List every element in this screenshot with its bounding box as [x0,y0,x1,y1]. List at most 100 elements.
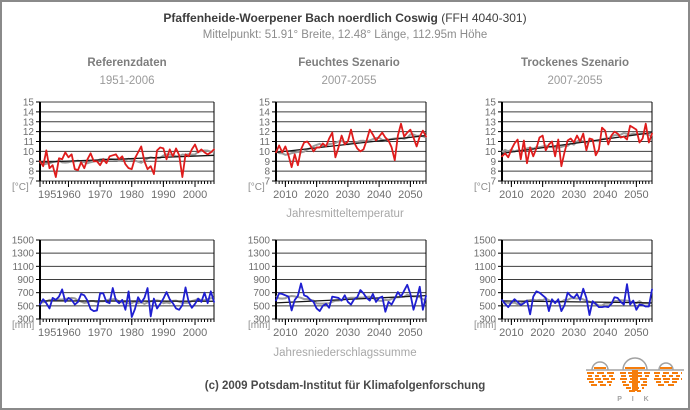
svg-text:2040: 2040 [367,327,391,339]
svg-text:12: 12 [23,127,35,138]
column-period-feuchtes-szenario: 2007-2055 [321,75,377,87]
svg-text:2030: 2030 [562,189,586,201]
svg-text:2000: 2000 [183,189,207,201]
svg-text:2000: 2000 [183,327,207,339]
svg-text:7: 7 [28,177,34,188]
svg-text:2010: 2010 [273,189,297,201]
svg-text:900: 900 [253,275,270,286]
svg-text:9: 9 [28,157,34,168]
svg-text:700: 700 [479,288,496,299]
svg-text:2020: 2020 [304,189,328,201]
svg-text:900: 900 [17,275,34,286]
svg-text:1100: 1100 [12,262,34,273]
svg-text:2040: 2040 [593,327,617,339]
pik-logo: P I K [586,357,684,403]
svg-text:11: 11 [486,137,497,148]
page-title: Pfaffenheide-Woerpener Bach noerdlich Co… [2,11,688,25]
svg-text:[mm]: [mm] [12,320,34,331]
svg-text:1500: 1500 [248,236,271,247]
row-caption-temperatur: Jahresmitteltemperatur [286,208,404,220]
svg-text:2010: 2010 [499,327,523,339]
svg-text:2050: 2050 [398,327,422,339]
svg-text:700: 700 [17,288,34,299]
svg-text:11: 11 [260,137,271,148]
svg-text:300: 300 [17,315,34,326]
svg-text:13: 13 [23,117,35,128]
svg-text:8: 8 [490,167,496,178]
column-period-trockenes-szenario: 2007-2055 [547,75,603,87]
svg-text:2020: 2020 [304,327,328,339]
column-title-trockenes-szenario: Trockenes Szenario [520,57,630,69]
svg-text:13: 13 [259,117,271,128]
svg-text:12: 12 [485,127,497,138]
svg-text:14: 14 [23,107,35,118]
svg-text:1960: 1960 [56,189,80,201]
svg-text:1300: 1300 [474,249,497,260]
svg-text:1100: 1100 [474,262,496,273]
svg-text:9: 9 [264,157,270,168]
chart-feuchtes-szenario-niederschlag: 300 500 700 900 1100 1300 1500 2010 2020 2030 2040… [248,236,427,339]
svg-text:13: 13 [485,117,497,128]
svg-text:15: 15 [23,98,35,109]
svg-text:2050: 2050 [624,189,648,201]
svg-text:1100: 1100 [248,262,270,273]
svg-text:1960: 1960 [56,327,80,339]
svg-text:2040: 2040 [367,189,391,201]
svg-text:1500: 1500 [474,236,497,247]
svg-text:1970: 1970 [88,327,112,339]
svg-text:2030: 2030 [562,327,586,339]
row-caption-niederschlag: Jahresniederschlagssumme [273,347,417,359]
svg-text:2010: 2010 [499,189,523,201]
svg-text:1300: 1300 [12,249,35,260]
svg-text:1990: 1990 [151,189,175,201]
svg-text:8: 8 [264,167,270,178]
column-title-referenzdaten: Referenzdaten [87,57,167,69]
svg-text:1970: 1970 [88,189,112,201]
svg-text:7: 7 [264,177,270,188]
svg-text:[mm]: [mm] [248,320,270,331]
page-subtitle: Mittelpunkt: 51.91° Breite, 12.48° Länge… [202,29,488,41]
logo-center-column [632,370,638,391]
svg-text:[°C]: [°C] [248,182,265,193]
svg-text:500: 500 [17,301,34,312]
logo-dome-right-icon [658,362,674,371]
svg-text:2020: 2020 [530,189,554,201]
svg-text:300: 300 [253,315,270,326]
svg-text:1500: 1500 [12,236,35,247]
svg-text:2030: 2030 [336,327,360,339]
svg-text:15: 15 [259,98,271,109]
svg-text:1300: 1300 [248,249,271,260]
svg-text:900: 900 [479,275,496,286]
svg-text:14: 14 [259,107,271,118]
svg-text:10: 10 [23,147,35,158]
svg-text:1980: 1980 [120,327,144,339]
svg-text:9: 9 [490,157,496,168]
chart-trockenes-szenario-niederschlag: 300 500 700 900 1100 1300 1500 2010 2020 2030 2040… [474,236,653,339]
svg-text:2010: 2010 [273,327,297,339]
svg-text:500: 500 [479,301,496,312]
svg-text:[°C]: [°C] [474,182,491,193]
svg-text:[°C]: [°C] [12,182,29,193]
svg-text:8: 8 [28,167,34,178]
logo-dome-left-icon [591,361,609,371]
svg-text:14: 14 [485,107,497,118]
svg-text:2050: 2050 [398,189,422,201]
svg-text:1980: 1980 [120,189,144,201]
svg-text:2050: 2050 [624,327,648,339]
column-title-feuchtes-szenario: Feuchtes Szenario [298,57,400,69]
copyright-footer: (c) 2009 Potsdam-Institut für Klimafolge… [204,380,486,392]
logo-text: P I K [617,396,652,403]
svg-text:7: 7 [490,177,496,188]
svg-text:2040: 2040 [593,189,617,201]
logo-dome-center-icon [622,357,648,371]
svg-text:700: 700 [253,288,270,299]
svg-text:2030: 2030 [336,189,360,201]
svg-text:300: 300 [479,315,496,326]
svg-text:15: 15 [485,98,497,109]
svg-text:10: 10 [485,147,497,158]
